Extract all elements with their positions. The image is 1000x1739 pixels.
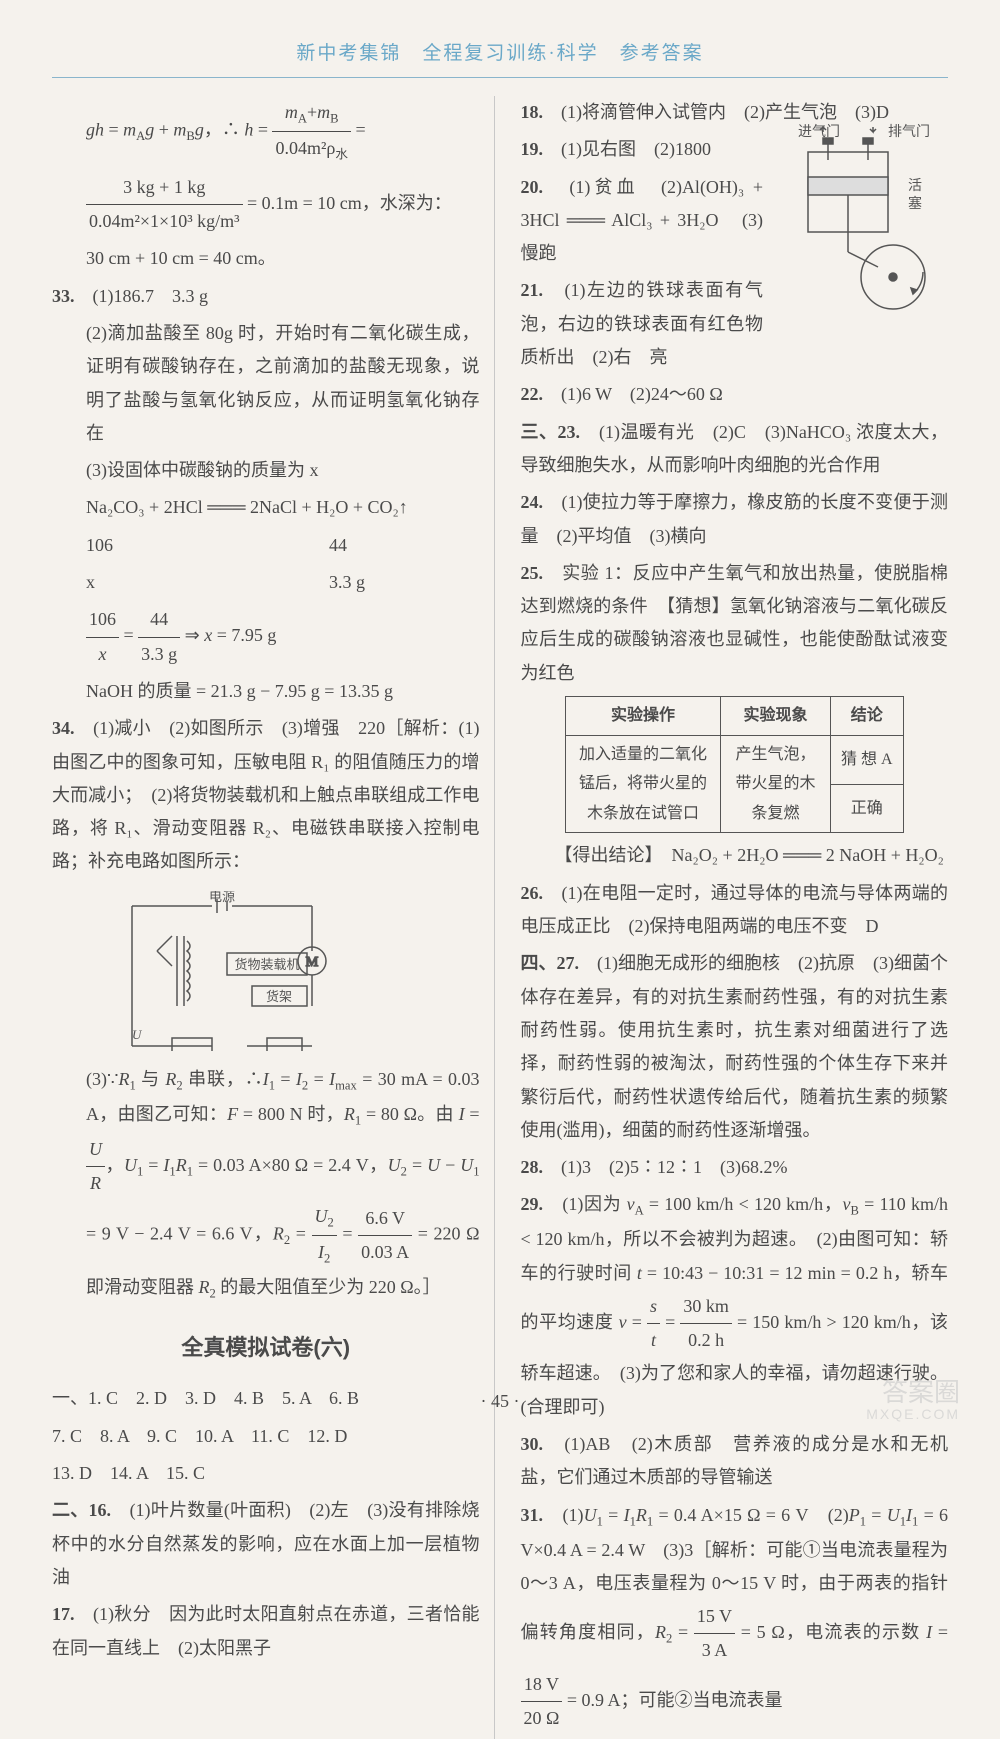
right-column: 18. (1)将滴管伸入试管内 (2)产生气泡 (3)D 19. (1)见右图 … bbox=[515, 96, 949, 1739]
page-number: · 45 · bbox=[52, 1391, 948, 1412]
svg-text:货架: 货架 bbox=[266, 989, 292, 1004]
th-conc: 结论 bbox=[830, 697, 903, 736]
q31: 31. (1)U1 = I1R1 = 0.4 A×15 Ω = 6 V (2)P… bbox=[521, 1499, 949, 1736]
mc-line: 13. D 14. A 15. C bbox=[52, 1457, 480, 1490]
svg-text:电源: 电源 bbox=[209, 891, 235, 904]
q34: 34. (1)减小 (2)如图所示 (3)增强 220［解析：(1)由图乙中的图… bbox=[52, 712, 480, 878]
svg-text:U: U bbox=[132, 1027, 143, 1042]
td-phen: 产生气泡，带火星的木条复燃 bbox=[720, 735, 830, 833]
q26: 26. (1)在电阻一定时，通过导体的电流与导体两端的电压成正比 (2)保持电阻… bbox=[521, 877, 949, 944]
experiment-table: 实验操作 实验现象 结论 加入适量的二氧化锰后，将带火星的木条放在试管口 产生气… bbox=[565, 696, 904, 833]
q33-r1: 106 44 bbox=[52, 529, 480, 562]
q34-3: (3)∵R1 与 R2 串联，∴I1 = I2 = Imax = 30 mA =… bbox=[52, 1063, 480, 1306]
q33-naoh: NaOH 的质量 = 21.3 g − 7.95 g = 13.35 g bbox=[52, 675, 480, 708]
q24: 24. (1)使拉力等于摩擦力，橡皮筋的长度不变便于测量 (2)平均值 (3)横… bbox=[521, 486, 949, 553]
q16: 二、16. (1)叶片数量(叶面积) (2)左 (3)没有排除烧杯中的水分自然蒸… bbox=[52, 1494, 480, 1594]
q23: 三、23. (1)温暖有光 (2)C (3)NaHCO₃ 浓度太大，导致细胞失水… bbox=[521, 416, 949, 483]
svg-text:塞: 塞 bbox=[908, 195, 922, 212]
q33-r2: x 3.3 g bbox=[52, 566, 480, 599]
text-line: 3 kg + 1 kg0.04m²×1×10³ kg/m³ = 0.1m = 1… bbox=[52, 171, 480, 239]
left-column: gh = mAg + mBg，∴ h = mA+mB0.04m²ρ水 = 3 k… bbox=[52, 96, 495, 1739]
text-line: gh = mAg + mBg，∴ h = mA+mB0.04m²ρ水 = bbox=[52, 96, 480, 167]
text-line: 30 cm + 10 cm = 40 cm。 bbox=[52, 242, 480, 275]
page-header: 新中考集锦 全程复习训练·科学 参考答案 bbox=[52, 38, 948, 78]
svg-text:活: 活 bbox=[908, 178, 922, 194]
q25-conc: 【得出结论】 Na₂O₂ + 2H₂O ═══ 2 NaOH + H₂O₂ bbox=[521, 839, 949, 872]
section-title-6: 全真模拟试卷(六) bbox=[52, 1328, 480, 1369]
q30: 30. (1)AB (2)木质部 营养液的成分是水和无机盐，它们通过木质部的导管… bbox=[521, 1428, 949, 1495]
q33-3: (3)设固体中碳酸钠的质量为 x bbox=[52, 454, 480, 487]
q33: 33. (1)186.7 3.3 g bbox=[52, 280, 480, 313]
q33-2: (2)滴加盐酸至 80g 时，开始时有二氧化碳生成，证明有碳酸钠存在，之前滴加的… bbox=[52, 317, 480, 450]
content-columns: gh = mAg + mBg，∴ h = mA+mB0.04m²ρ水 = 3 k… bbox=[52, 96, 948, 1739]
circuit-diagram: M bbox=[102, 891, 342, 1051]
q27: 四、27. (1)细胞无成形的细胞核 (2)抗原 (3)细菌个体存在差异，有的对… bbox=[521, 947, 949, 1147]
q25: 25. 实验 1：反应中产生氧气和放出热量，使脱脂棉达到燃烧的条件 【猜想】氢氧… bbox=[521, 557, 949, 690]
q33-eq: Na₂CO₃ + 2HCl ═══ 2NaCl + H₂O + CO₂↑ bbox=[52, 491, 480, 524]
q17: 17. (1)秋分 因为此时太阳直射点在赤道，三者恰能在同一直线上 (2)太阳黑… bbox=[52, 1598, 480, 1665]
th-phen: 实验现象 bbox=[720, 697, 830, 736]
svg-text:货物装载机: 货物装载机 bbox=[234, 957, 299, 972]
td-conc-b: 正确 bbox=[830, 784, 903, 833]
watermark: 答案圈 MXQE.COM bbox=[866, 1378, 960, 1422]
svg-text:排气门: 排气门 bbox=[888, 124, 930, 140]
q33-frac: 106x = 443.3 g ⇒ x = 7.95 g bbox=[52, 603, 480, 671]
th-op: 实验操作 bbox=[565, 697, 720, 736]
td-conc-a: 猜 想 A bbox=[830, 735, 903, 784]
td-op: 加入适量的二氧化锰后，将带火星的木条放在试管口 bbox=[565, 735, 720, 833]
q28: 28. (1)3 (2)5∶12∶1 (3)68.2% bbox=[521, 1151, 949, 1184]
mc-line: 7. C 8. A 9. C 10. A 11. C 12. D bbox=[52, 1420, 480, 1453]
q22: 22. (1)6 W (2)24～60 Ω bbox=[521, 378, 949, 411]
piston-diagram: 进气门 排气门 bbox=[768, 122, 948, 317]
